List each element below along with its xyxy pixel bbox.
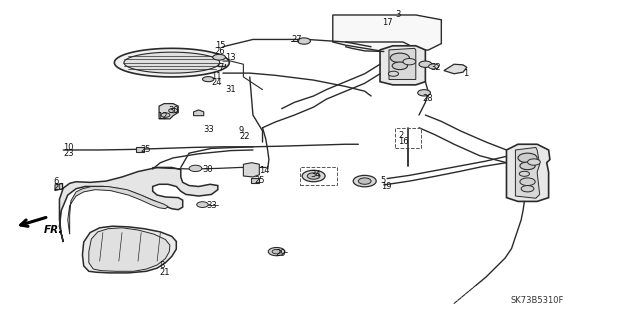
Polygon shape xyxy=(55,183,63,191)
Text: 25: 25 xyxy=(140,145,150,154)
Text: 3: 3 xyxy=(396,11,401,19)
Text: SK73B5310F: SK73B5310F xyxy=(511,296,564,305)
Text: 34: 34 xyxy=(310,170,321,179)
Polygon shape xyxy=(89,228,170,271)
Text: 24: 24 xyxy=(211,78,222,86)
Text: FR.: FR. xyxy=(44,225,63,235)
Ellipse shape xyxy=(429,64,439,69)
Polygon shape xyxy=(124,52,220,73)
Polygon shape xyxy=(136,147,145,152)
Polygon shape xyxy=(83,226,176,273)
Ellipse shape xyxy=(169,108,177,113)
Polygon shape xyxy=(60,167,218,242)
Ellipse shape xyxy=(521,186,534,192)
Polygon shape xyxy=(193,110,204,116)
Ellipse shape xyxy=(307,173,320,179)
Ellipse shape xyxy=(302,170,325,182)
Text: 2: 2 xyxy=(398,131,403,140)
Polygon shape xyxy=(389,48,416,79)
Text: 23: 23 xyxy=(63,149,74,158)
Polygon shape xyxy=(115,48,229,77)
Ellipse shape xyxy=(196,202,208,207)
Polygon shape xyxy=(333,15,442,51)
Text: 33: 33 xyxy=(206,201,217,210)
Text: 20: 20 xyxy=(53,183,63,192)
Ellipse shape xyxy=(268,248,285,256)
Text: 15: 15 xyxy=(214,41,225,50)
Ellipse shape xyxy=(520,162,535,170)
Text: 14: 14 xyxy=(259,166,270,175)
Ellipse shape xyxy=(388,71,399,76)
Ellipse shape xyxy=(272,249,281,254)
Ellipse shape xyxy=(189,165,202,172)
Polygon shape xyxy=(380,46,426,85)
Text: 22: 22 xyxy=(239,132,250,141)
Ellipse shape xyxy=(358,178,371,184)
Text: 8: 8 xyxy=(159,261,164,271)
Text: 11: 11 xyxy=(211,72,222,81)
Text: 30: 30 xyxy=(168,106,179,115)
Ellipse shape xyxy=(161,113,170,117)
Polygon shape xyxy=(251,178,259,183)
Ellipse shape xyxy=(212,54,225,60)
Text: 28: 28 xyxy=(422,94,433,103)
Ellipse shape xyxy=(518,153,537,163)
Text: 27: 27 xyxy=(291,35,302,44)
Polygon shape xyxy=(159,104,178,119)
Ellipse shape xyxy=(520,178,535,186)
Text: 32: 32 xyxy=(430,63,440,72)
Ellipse shape xyxy=(527,159,540,165)
Text: 9: 9 xyxy=(239,126,244,135)
Text: 13: 13 xyxy=(225,53,236,62)
Ellipse shape xyxy=(353,175,376,187)
Text: 12: 12 xyxy=(157,112,168,121)
Ellipse shape xyxy=(519,171,529,176)
Text: 25: 25 xyxy=(255,176,266,185)
Ellipse shape xyxy=(390,53,410,63)
Text: 1: 1 xyxy=(463,69,468,78)
Text: 5: 5 xyxy=(381,176,386,185)
Text: 10: 10 xyxy=(63,143,74,152)
Polygon shape xyxy=(444,64,467,74)
Ellipse shape xyxy=(418,90,431,96)
Polygon shape xyxy=(243,163,259,177)
Ellipse shape xyxy=(419,61,432,67)
Text: 31: 31 xyxy=(225,85,236,94)
Ellipse shape xyxy=(202,77,214,82)
Text: 7: 7 xyxy=(218,63,223,72)
Text: 16: 16 xyxy=(398,137,408,146)
Text: 6: 6 xyxy=(53,177,58,186)
Text: 17: 17 xyxy=(383,19,393,27)
Text: 30: 30 xyxy=(202,165,213,174)
Text: 26: 26 xyxy=(214,47,225,56)
Text: 29: 29 xyxy=(275,249,286,258)
Text: 19: 19 xyxy=(381,182,391,191)
Ellipse shape xyxy=(403,58,416,65)
Text: 21: 21 xyxy=(159,268,170,277)
Ellipse shape xyxy=(298,38,310,44)
Polygon shape xyxy=(515,147,540,198)
Polygon shape xyxy=(68,187,168,234)
Polygon shape xyxy=(506,144,550,201)
Text: 33: 33 xyxy=(204,124,214,134)
Ellipse shape xyxy=(392,62,408,70)
